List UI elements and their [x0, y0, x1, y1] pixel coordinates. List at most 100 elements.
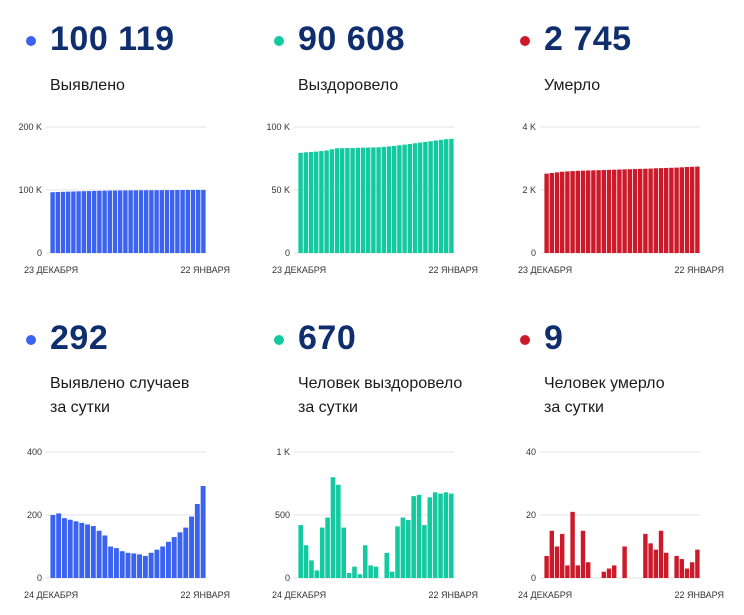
bar — [86, 191, 92, 253]
bar — [81, 191, 87, 253]
bar — [423, 141, 428, 253]
bar — [355, 147, 361, 253]
bar — [73, 521, 79, 578]
bar — [107, 190, 113, 253]
panel-daily-recovered: 670 Человек выздоровело за сутки 0 500 1 K… — [248, 300, 488, 600]
bar — [443, 492, 449, 578]
daily-recovered-value: 670 — [298, 319, 357, 357]
bar — [544, 173, 549, 253]
bar — [580, 170, 586, 253]
bar — [585, 170, 591, 253]
bar — [96, 530, 102, 578]
x-end-label: 22 ЯНВАРЯ — [428, 265, 478, 275]
bar — [689, 166, 695, 253]
bar — [674, 167, 679, 253]
bar — [611, 169, 617, 253]
bar — [123, 190, 128, 253]
y-tick-label: 0 — [531, 248, 536, 258]
bar — [164, 190, 170, 253]
x-start-label: 24 ДЕКАБРЯ — [518, 590, 572, 600]
chart-total-recovered: 0 50 K 100 K 23 ДЕКАБРЯ 22 ЯНВАРЯ — [266, 122, 478, 275]
label-line-2: за сутки — [544, 399, 604, 416]
chart-daily-detected: 0 200 400 24 ДЕКАБРЯ 22 ЯНВАРЯ — [24, 447, 230, 600]
label-line-1: Выявлено случаев — [50, 375, 190, 392]
bar — [194, 503, 200, 578]
bar — [346, 572, 352, 578]
total-recovered-value: 90 608 — [298, 20, 405, 58]
y-tick-label: 4 K — [522, 122, 536, 132]
bar — [407, 144, 413, 253]
label-line-1: Человек умерло — [544, 375, 665, 392]
bar — [119, 551, 125, 578]
bar — [395, 526, 400, 578]
bar — [443, 139, 449, 253]
bar — [71, 191, 76, 253]
blue-dot-icon — [26, 335, 36, 345]
bar — [622, 546, 627, 578]
daily-detected-value: 292 — [50, 319, 109, 357]
bar — [79, 522, 85, 578]
bar — [142, 555, 148, 578]
bar — [559, 533, 565, 578]
chart-total-died: 0 2 K 4 K 23 ДЕКАБРЯ 22 ЯНВАРЯ — [518, 122, 724, 275]
bar — [341, 527, 347, 578]
bar — [138, 190, 144, 253]
panel-daily-died: 9 Человек умерло за сутки 0 20 40 24 ДЕКАБР… — [494, 300, 734, 600]
x-start-label: 23 ДЕКАБРЯ — [24, 265, 78, 275]
bar — [329, 149, 335, 253]
bar — [102, 190, 107, 253]
bar — [195, 189, 201, 253]
label-line-1: Выявлено — [50, 77, 125, 94]
red-dot-icon — [520, 36, 530, 46]
bar — [653, 549, 659, 578]
bar — [113, 548, 119, 578]
bar — [56, 513, 62, 578]
bar — [684, 568, 690, 578]
red-dot-icon — [520, 335, 530, 345]
bar — [397, 145, 402, 253]
bar — [85, 524, 91, 578]
bar — [611, 565, 617, 578]
blue-dot-icon — [26, 36, 36, 46]
bar — [570, 511, 575, 578]
bar — [160, 546, 166, 578]
bar — [148, 552, 154, 578]
bar — [674, 555, 679, 578]
bar — [428, 141, 433, 253]
label-line-2: за сутки — [50, 399, 110, 416]
bar — [131, 553, 137, 578]
bar — [632, 169, 638, 253]
bar — [308, 151, 314, 253]
bar — [177, 532, 183, 578]
bar — [55, 192, 61, 253]
bar — [143, 190, 149, 253]
bar — [405, 520, 411, 578]
x-start-label: 24 ДЕКАБРЯ — [24, 590, 78, 600]
bar — [350, 147, 355, 253]
daily-recovered-label: Человек выздоровело за сутки — [298, 372, 462, 420]
bar — [324, 150, 329, 253]
bar — [76, 191, 81, 253]
bar — [298, 525, 303, 578]
y-tick-label: 0 — [531, 573, 536, 583]
bar — [112, 190, 118, 253]
bar — [171, 537, 177, 578]
bar — [391, 145, 397, 253]
bar — [438, 493, 443, 578]
total-died-value: 2 745 — [544, 20, 632, 58]
bar — [90, 526, 96, 578]
bar — [416, 494, 422, 578]
bar — [575, 565, 581, 578]
bar — [50, 515, 56, 578]
x-start-label: 23 ДЕКАБРЯ — [518, 265, 572, 275]
y-tick-label: 0 — [37, 573, 42, 583]
label-line-1: Выздоровело — [298, 77, 399, 94]
bar — [565, 565, 570, 578]
x-end-label: 22 ЯНВАРЯ — [674, 265, 724, 275]
y-tick-label: 0 — [285, 248, 290, 258]
bar — [91, 190, 97, 253]
x-end-label: 22 ЯНВАРЯ — [180, 590, 230, 600]
bar — [417, 142, 423, 253]
label-line-2: за сутки — [298, 399, 358, 416]
bar — [648, 543, 653, 578]
